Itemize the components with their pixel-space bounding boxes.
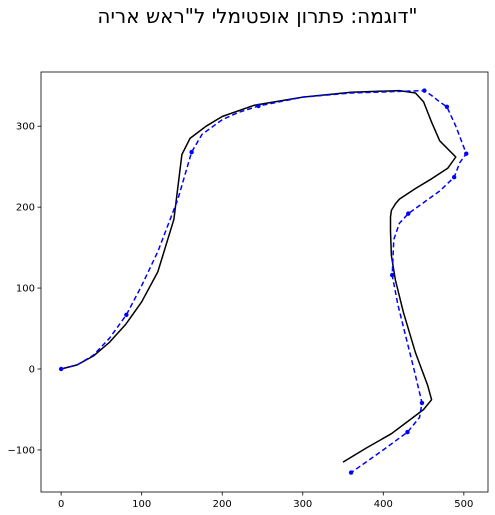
series-2-point-9 [406,211,411,216]
series-2-point-8 [451,175,457,180]
x-tick-label-200: 200 [213,499,232,510]
y-tick-label-300: 300 [16,122,35,133]
y-tick-label--100: −100 [8,445,35,456]
x-tick-label-0: 0 [58,499,64,510]
series-2-point-7 [464,151,469,156]
y-tick-label-200: 200 [16,203,35,214]
series-line-2 [60,89,468,474]
x-tick-label-400: 400 [374,499,393,510]
series-line-1 [60,89,457,463]
series-2-point-10 [389,272,395,278]
y-tick-label-0: 0 [29,364,35,375]
series-2-point-1 [58,366,64,372]
series-2-point-4 [256,103,261,109]
series-2-point-3 [189,149,194,155]
x-tick-label-500: 500 [454,499,473,510]
x-tick-label-100: 100 [132,499,151,510]
series-2-point-2 [124,312,129,317]
series-2-point-5 [422,88,427,93]
y-tick-label-100: 100 [16,284,35,295]
series-2-point-11 [419,400,425,406]
series-2-point-6 [444,104,450,109]
chart-title: דוגמה: פתרון אופטימלי ל"ראש אריה" [97,4,418,28]
plot-frame [40,71,489,493]
series-2-point-12 [405,429,410,435]
x-tick-label-300: 300 [293,499,312,510]
series-2-point-13 [348,470,354,475]
